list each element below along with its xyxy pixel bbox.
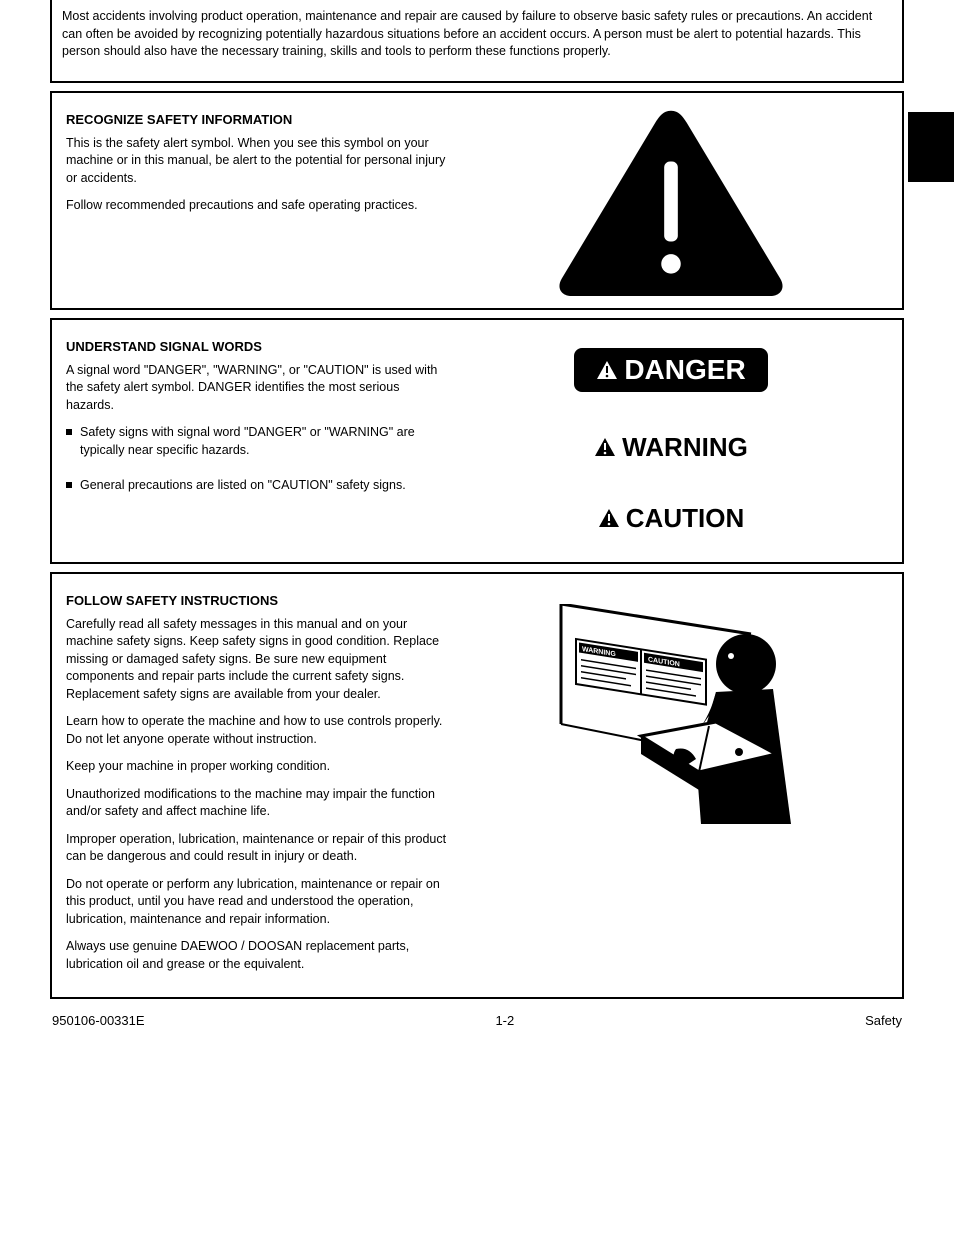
intro-section: Most accidents involving product operati… <box>50 0 904 83</box>
page-edge-tab <box>908 112 954 182</box>
follow-safety-section: FOLLOW SAFETY INSTRUCTIONS Carefully rea… <box>50 572 904 1000</box>
warning-text: WARNING <box>622 432 748 463</box>
list-item: General precautions are listed on "CAUTI… <box>66 477 450 495</box>
list-item: Safety signs with signal word "DANGER" o… <box>66 424 450 459</box>
page-footer: 950106-00331E 1-2 Safety <box>50 1007 904 1058</box>
section-paragraph: Follow recommended precautions and safe … <box>66 197 450 215</box>
section-paragraph: Keep your machine in proper working cond… <box>66 758 450 776</box>
page-number: 1-2 <box>495 1013 514 1028</box>
danger-label: DANGER <box>574 348 767 392</box>
section-heading: RECOGNIZE SAFETY INFORMATION <box>66 111 450 129</box>
safety-alert-symbol <box>551 103 791 298</box>
page: Most accidents involving product operati… <box>0 0 954 1058</box>
section-heading: UNDERSTAND SIGNAL WORDS <box>66 338 450 356</box>
danger-text: DANGER <box>624 354 745 386</box>
signal-word-labels: DANGER WARNING CAUTION <box>574 330 767 552</box>
section-paragraph: Unauthorized modifications to the machin… <box>66 786 450 821</box>
section-paragraph: Always use genuine DAEWOO / DOOSAN repla… <box>66 938 450 973</box>
bullet-list: Safety signs with signal word "DANGER" o… <box>66 424 450 495</box>
bullet-icon <box>66 482 72 488</box>
section-paragraph: Do not operate or perform any lubricatio… <box>66 876 450 929</box>
warning-label: WARNING <box>594 432 748 463</box>
section-heading: FOLLOW SAFETY INSTRUCTIONS <box>66 592 450 610</box>
doc-number: 950106-00331E <box>52 1013 145 1028</box>
caution-text: CAUTION <box>626 503 744 534</box>
signal-words-section: UNDERSTAND SIGNAL WORDS A signal word "D… <box>50 318 904 564</box>
section-paragraph: This is the safety alert symbol. When yo… <box>66 135 450 188</box>
recognize-safety-section: RECOGNIZE SAFETY INFORMATION This is the… <box>50 91 904 310</box>
section-paragraph: Learn how to operate the machine and how… <box>66 713 450 748</box>
read-manual-pictogram: WARNING CAUTION <box>521 604 821 824</box>
section-paragraph: A signal word "DANGER", "WARNING", or "C… <box>66 362 450 415</box>
intro-paragraph: Most accidents involving product operati… <box>62 8 892 61</box>
bullet-icon <box>66 429 72 435</box>
section-name: Safety <box>865 1013 902 1028</box>
section-paragraph: Improper operation, lubrication, mainten… <box>66 831 450 866</box>
list-item-text: General precautions are listed on "CAUTI… <box>80 477 450 495</box>
section-paragraph: Carefully read all safety messages in th… <box>66 616 450 704</box>
list-item-text: Safety signs with signal word "DANGER" o… <box>80 424 450 459</box>
caution-label: CAUTION <box>598 503 744 534</box>
